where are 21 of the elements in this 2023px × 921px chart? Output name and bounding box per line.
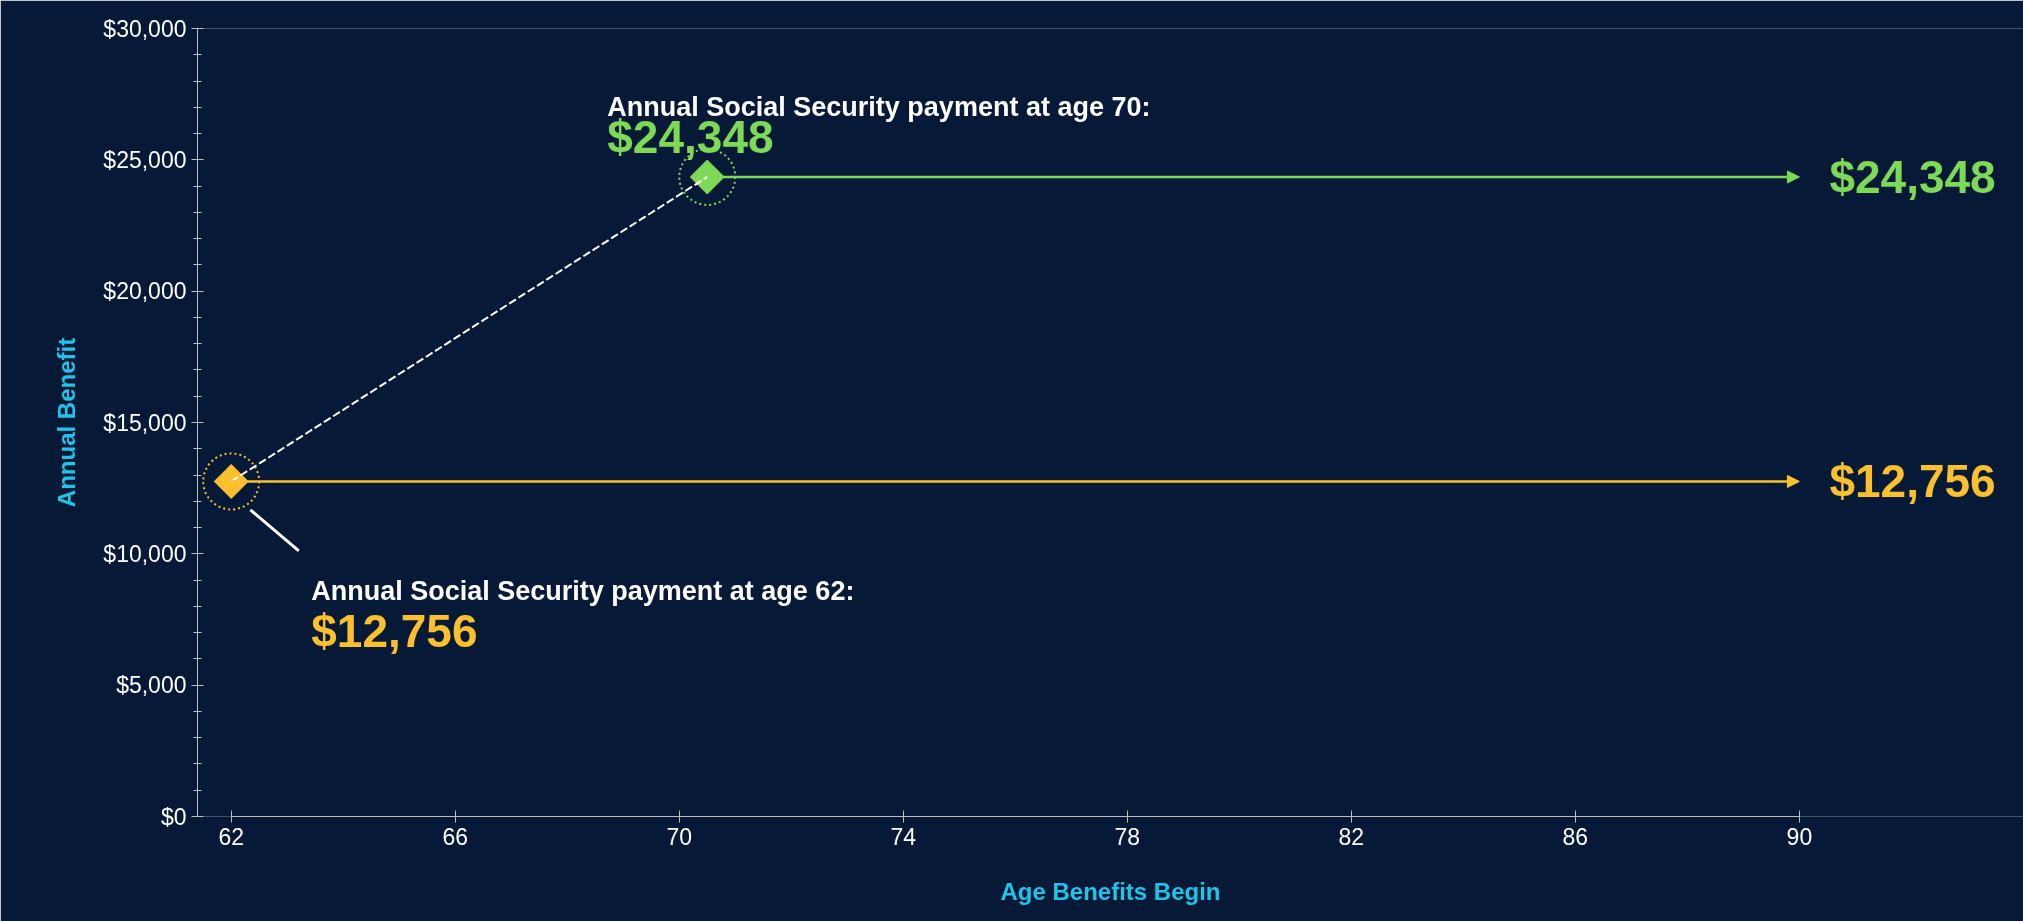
data-label: $12,756 (1829, 455, 1996, 508)
x-tick-label: 62 (218, 823, 245, 850)
data-label: $12,756 (311, 605, 478, 658)
y-tick-label: $25,000 (103, 146, 187, 173)
data-label: $24,348 (1829, 150, 1996, 203)
y-tick-label: $20,000 (103, 278, 187, 305)
x-tick-label: 82 (1338, 823, 1365, 850)
x-tick-label: 90 (1786, 823, 1813, 850)
y-tick-label: $15,000 (103, 409, 187, 436)
y-tick-label: $5,000 (116, 672, 187, 699)
y-tick-label: $0 (160, 803, 187, 830)
x-tick-label: 70 (666, 823, 693, 850)
y-tick-label: $10,000 (103, 540, 187, 567)
y-axis-title: Annual Benefit (53, 337, 81, 508)
y-tick-label: $30,000 (103, 15, 187, 42)
x-tick-label: 78 (1114, 823, 1141, 850)
annotation: Annual Social Security payment at age 62: (311, 576, 855, 607)
x-axis-title: Age Benefits Begin (1000, 877, 1221, 905)
x-tick-label: 66 (442, 823, 469, 850)
x-tick-label: 74 (890, 823, 917, 850)
x-tick-label: 86 (1562, 823, 1589, 850)
